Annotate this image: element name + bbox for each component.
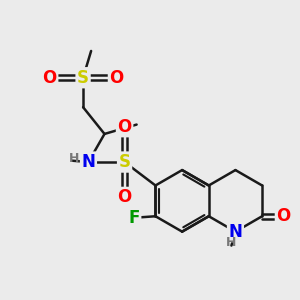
Text: O: O	[43, 69, 57, 87]
Text: O: O	[110, 69, 124, 87]
Text: S: S	[118, 153, 130, 171]
Text: O: O	[276, 207, 291, 225]
Text: O: O	[117, 188, 132, 206]
Text: H: H	[225, 236, 236, 249]
Text: S: S	[77, 69, 89, 87]
Text: F: F	[128, 208, 140, 226]
Text: N: N	[82, 153, 95, 171]
Text: N: N	[229, 223, 242, 241]
Text: H: H	[69, 152, 80, 165]
Text: O: O	[117, 118, 132, 136]
